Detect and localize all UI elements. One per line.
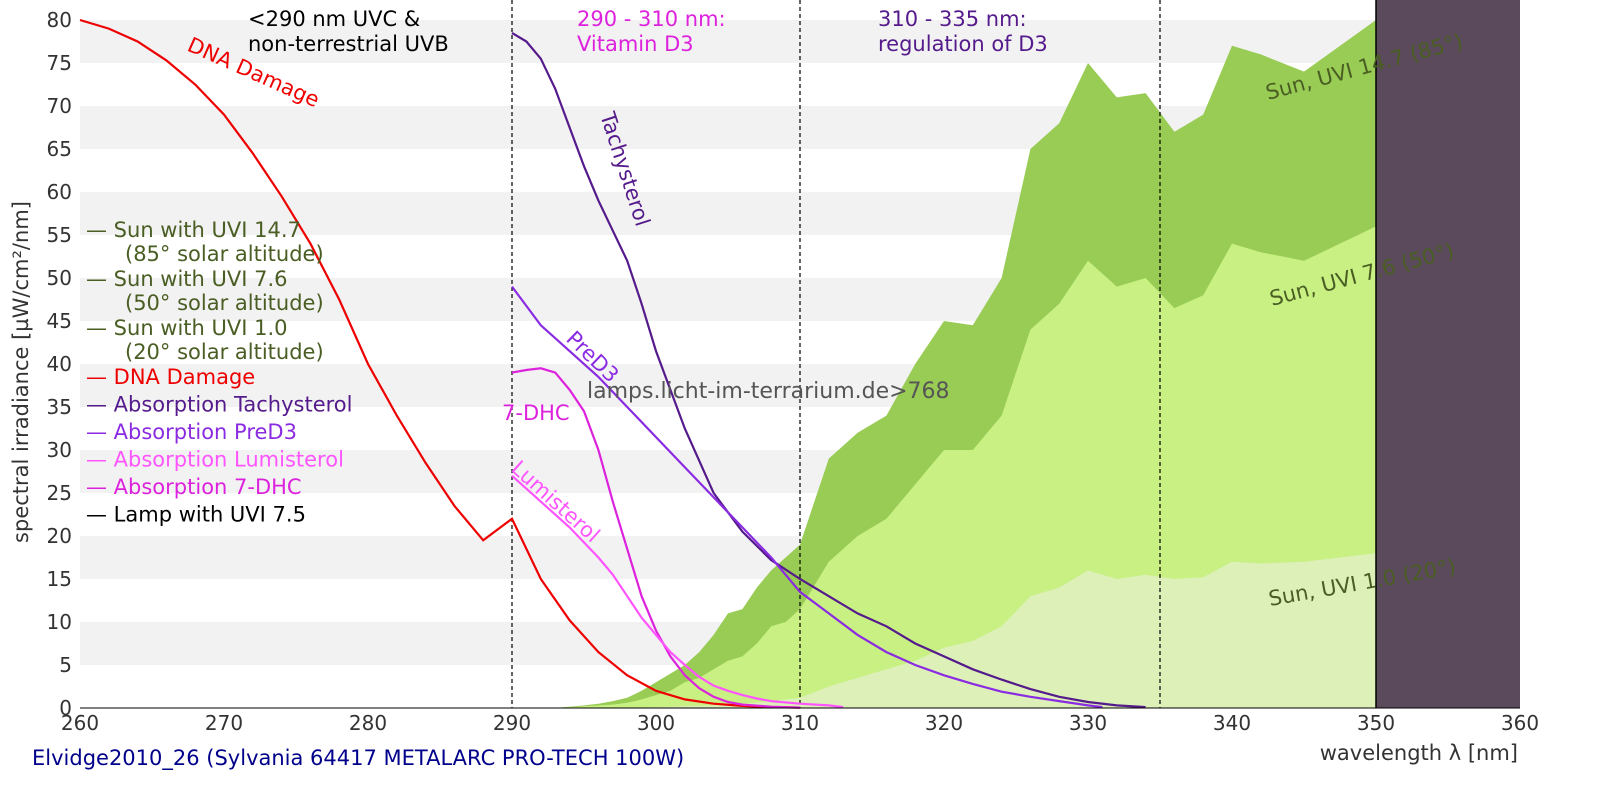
legend-entry: — Lamp with UVI 7.5 <box>86 503 306 527</box>
x-tick-label: 300 <box>637 711 675 735</box>
label-dhc7: 7-DHC <box>502 401 570 425</box>
chart-caption: Elvidge2010_26 (Sylvania 64417 METALARC … <box>32 746 685 770</box>
region-label: <290 nm UVC & <box>248 7 420 31</box>
y-tick-label: 45 <box>47 309 72 333</box>
y-tick-label: 5 <box>59 653 72 677</box>
legend-entry: — Sun with UVI 14.7 <box>86 218 301 242</box>
lamp-band <box>1375 0 1520 708</box>
legend-entry: — Absorption Lumisterol <box>86 448 344 472</box>
legend-entry: — Absorption 7-DHC <box>86 475 302 499</box>
chart-labels: wavelength λ [nm] spectral irradiance [µW… <box>9 7 1518 765</box>
region-label: regulation of D3 <box>878 32 1048 56</box>
y-tick-label: 25 <box>47 481 72 505</box>
y-tick-label: 80 <box>47 8 72 32</box>
x-tick-label: 350 <box>1357 711 1395 735</box>
region-label: non-terrestrial UVB <box>248 32 449 56</box>
y-tick-label: 15 <box>47 567 72 591</box>
watermark: lamps.licht-im-terrarium.de>768 <box>587 379 950 404</box>
sun-areas <box>555 20 1376 708</box>
x-axis-ticks: 260 270 280 290 300 310 320 330 340 350 360 <box>61 711 1539 735</box>
y-tick-label: 0 <box>59 696 72 720</box>
legend-entry: — Absorption Tachysterol <box>86 393 352 417</box>
y-tick-label: 35 <box>47 395 72 419</box>
y-tick-label: 60 <box>47 180 72 204</box>
x-tick-label: 270 <box>205 711 243 735</box>
y-tick-label: 70 <box>47 94 72 118</box>
curve-lumisterol <box>511 474 844 709</box>
x-tick-label: 290 <box>493 711 531 735</box>
x-axis-label: wavelength λ [nm] <box>1320 741 1518 765</box>
x-tick-label: 310 <box>781 711 819 735</box>
grid-band <box>80 20 1520 63</box>
y-tick-label: 20 <box>47 524 72 548</box>
curve-dna <box>79 18 801 709</box>
area-sun10 <box>627 553 1376 708</box>
x-tick-label: 320 <box>925 711 963 735</box>
legend-entry: — DNA Damage <box>86 365 255 389</box>
x-tick-label: 340 <box>1213 711 1251 735</box>
y-tick-label: 55 <box>47 223 72 247</box>
legend-entry-sub: (85° solar altitude) <box>125 242 324 266</box>
region-label: 290 - 310 nm: <box>577 7 726 31</box>
legend-entry-sub: (50° solar altitude) <box>125 291 324 315</box>
y-tick-label: 75 <box>47 51 72 75</box>
x-tick-label: 280 <box>349 711 387 735</box>
absorption-curves <box>79 18 1146 709</box>
x-tick-label: 360 <box>1501 711 1539 735</box>
x-tick-label: 260 <box>61 711 99 735</box>
y-tick-label: 10 <box>47 610 72 634</box>
curve-dhc7 <box>511 367 801 709</box>
region-boundaries <box>511 0 1161 708</box>
y-tick-label: 30 <box>47 438 72 462</box>
legend-entry: — Absorption PreD3 <box>86 420 297 444</box>
y-tick-label: 40 <box>47 352 72 376</box>
y-axis-ticks: 0 5 10 15 20 25 30 35 40 45 50 55 60 65 70 75 80 <box>47 8 72 720</box>
x-tick-label: 330 <box>1069 711 1107 735</box>
region-label: Vitamin D3 <box>577 32 694 56</box>
y-axis-label: spectral irradiance [µW/cm²/nm] <box>9 201 33 543</box>
legend-entry: — Sun with UVI 1.0 <box>86 316 288 340</box>
curve-tachysterol <box>511 31 1146 709</box>
legend-entry: — Sun with UVI 7.6 <box>86 267 288 291</box>
y-tick-label: 65 <box>47 137 72 161</box>
region-label: 310 - 335 nm: <box>878 7 1027 31</box>
lamp-band-fill <box>1376 0 1520 708</box>
curve-pred3 <box>511 285 1103 709</box>
y-tick-label: 50 <box>47 266 72 290</box>
legend-entry-sub: (20° solar altitude) <box>125 340 324 364</box>
